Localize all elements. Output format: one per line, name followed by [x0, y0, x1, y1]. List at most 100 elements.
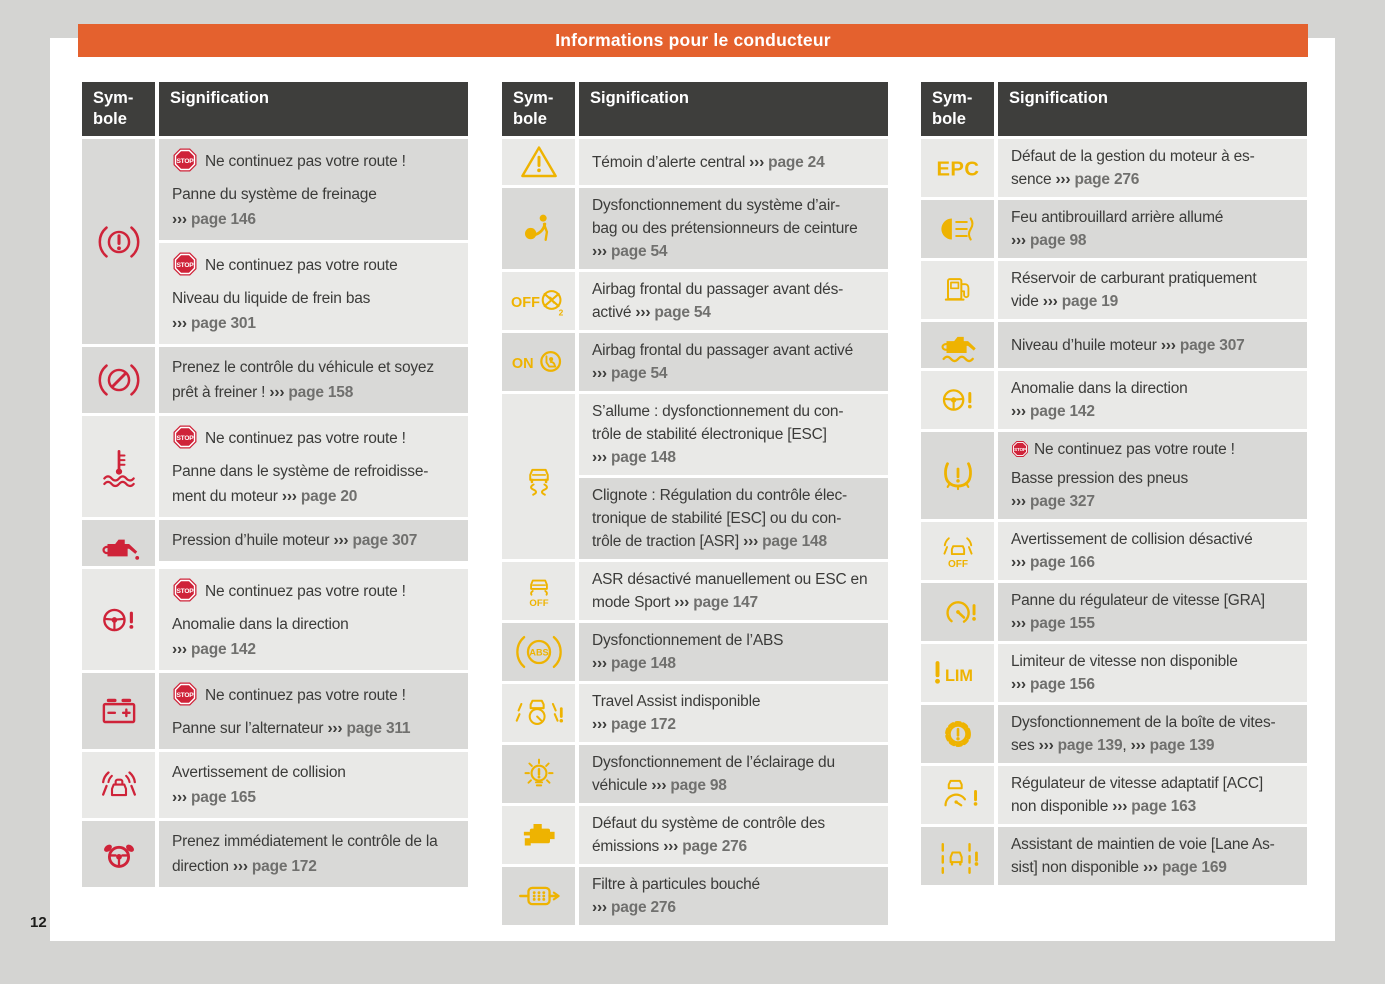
signification-text: Dysfonctionnement de l’éclairage du — [592, 754, 835, 771]
svg-text:STOP: STOP — [176, 158, 194, 165]
triple-chevron-icon: ››› — [592, 449, 611, 466]
signification-cell: Régulateur de vitesse adaptatif [ACC] non… — [998, 766, 1307, 824]
signification-cell: ASR désactivé manuellement ou ESC en mode… — [579, 562, 888, 620]
signification-paragraph: Avertissement de collision ››› page 165 — [172, 760, 462, 810]
signification-paragraph: Témoin d’alerte central ››› page 24 — [592, 151, 882, 174]
signification-cell: Panne du régulateur de vitesse [GRA] ››› … — [998, 583, 1307, 641]
signification-paragraph: Limiteur de vitesse non disponible ››› pa… — [1011, 650, 1301, 696]
table-header: Sym- bole Signification — [82, 82, 468, 136]
signification-paragraph: Régulateur de vitesse adaptatif [ACC] non… — [1011, 772, 1301, 818]
triple-chevron-icon: ››› — [592, 365, 611, 382]
page-reference: ››› page 142 — [172, 641, 256, 658]
signification-paragraph: STOP Ne continuez pas votre route ! — [172, 147, 462, 174]
signification-cell: Limiteur de vitesse non disponible ››› pa… — [998, 644, 1307, 702]
signification-text: Niveau du liquide de frein bas — [172, 290, 371, 307]
table-row: Pression d’huile moteur ››› page 307 — [82, 520, 468, 566]
signification-text: vide — [1011, 293, 1043, 310]
page-ref-label: page 139 — [1057, 737, 1123, 754]
page-banner: Informations pour le conducteur — [78, 24, 1308, 57]
page-reference: ››› page 24 — [749, 153, 825, 171]
battery-icon — [82, 673, 155, 749]
signification-text: Assistant de maintien de voie [Lane As- — [1011, 836, 1275, 853]
triple-chevron-icon: ››› — [651, 777, 671, 794]
signification-paragraph: Assistant de maintien de voie [Lane As-s… — [1011, 833, 1301, 879]
particulate-filter-icon — [502, 867, 575, 925]
page-ref-label: page 54 — [654, 304, 711, 321]
signification-cell: Défaut de la gestion du moteur à es-senc… — [998, 139, 1307, 197]
steering-takeover-icon — [82, 821, 155, 887]
signification-paragraph: Filtre à particules bouché ››› page 276 — [592, 873, 882, 919]
page-reference: ››› page 158 — [269, 384, 353, 401]
signification-text: Basse pression des pneus — [1011, 470, 1189, 487]
brake-intervention-icon — [82, 347, 155, 413]
triple-chevron-icon: ››› — [592, 899, 611, 916]
signification-text: Clignote : Régulation du contrôle élec- — [592, 487, 847, 504]
page-reference: ››› page 98 — [1011, 232, 1087, 249]
page-reference: ››› page 172 — [592, 716, 676, 733]
signification-paragraph: Travel Assist indisponible ››› page 172 — [592, 690, 882, 736]
table-row: EPC Défaut de la gestion du moteur à es-s… — [921, 139, 1307, 197]
signification-paragraph: STOP Ne continuez pas votre route ! — [172, 681, 462, 708]
signification-cell: Dysfonctionnement de la boîte de vites-s… — [998, 705, 1307, 763]
page-reference: ››› page 307 — [333, 532, 417, 549]
table-row: STOP Ne continuez pas votre route ! Panne … — [82, 673, 468, 749]
signification-paragraph: Dysfonctionnement de l’éclairage du véhic… — [592, 751, 882, 797]
signification-text: Défaut du système de contrôle des — [592, 815, 825, 832]
fuel-level-icon — [921, 261, 994, 319]
airbag-on-icon: ON — [502, 333, 575, 391]
table-row: STOP Ne continuez pas votre route ! Anomal… — [82, 569, 468, 670]
speed-limiter-icon: LIM — [921, 644, 994, 702]
signification-text: S’allume : dysfonctionnement du con- — [592, 403, 844, 420]
column-header-symbole: Sym- bole — [921, 82, 994, 136]
page-ref-label: page 54 — [611, 365, 668, 382]
signification-paragraph: Panne du régulateur de vitesse [GRA] ››› … — [1011, 589, 1301, 635]
page-ref-label: page 146 — [191, 211, 256, 228]
steering-warning-icon — [82, 569, 155, 670]
table-row: Dysfonctionnement de la boîte de vites-s… — [921, 705, 1307, 763]
signification-cell: Airbag frontal du passager avant dés-act… — [579, 272, 888, 330]
signification-text: Dysfonctionnement de la boîte de vites- — [1011, 714, 1276, 731]
signification-text: Anomalie dans la direction — [1011, 380, 1188, 397]
page-reference: ››› page 327 — [1011, 493, 1095, 510]
signification-cell: STOP Ne continuez pas votre route ! Basse … — [998, 432, 1307, 519]
triple-chevron-icon: ››› — [232, 858, 252, 875]
page-reference: ››› page 139 — [1039, 737, 1123, 754]
page-reference: ››› page 166 — [1011, 554, 1095, 571]
triple-chevron-icon: ››› — [1160, 336, 1180, 354]
stop-icon: STOP — [1011, 440, 1029, 458]
page-ref-label: page 24 — [768, 153, 825, 171]
table-row: Travel Assist indisponible ››› page 172 — [502, 684, 888, 742]
signification-paragraph: Défaut de la gestion du moteur à es-senc… — [1011, 145, 1301, 191]
svg-text:STOP: STOP — [176, 588, 194, 595]
stop-icon: STOP — [172, 577, 198, 603]
stop-icon: STOP — [172, 681, 198, 707]
triple-chevron-icon: ››› — [1011, 232, 1030, 249]
table-row: Prenez le contrôle du véhicule et soyez p… — [82, 347, 468, 413]
table-row: STOP Ne continuez pas votre route ! Basse … — [921, 432, 1307, 519]
travel-assist-icon — [502, 684, 575, 742]
triple-chevron-icon: ››› — [749, 153, 769, 171]
signification-cell: Prenez le contrôle du véhicule et soyez p… — [159, 347, 468, 413]
signification-text: ment du moteur — [172, 488, 282, 505]
triple-chevron-icon: ››› — [635, 304, 655, 321]
warning-symbols-table-red: Sym- bole Signification STOP Ne continuez… — [82, 82, 468, 890]
check-engine-icon — [502, 806, 575, 864]
signification-text: Ne continuez pas votre route ! — [1034, 441, 1235, 458]
signification-cell: STOP Ne continuez pas votre route ! Panne … — [159, 673, 468, 749]
page-ref-label: page 276 — [611, 899, 676, 916]
lane-assist-icon — [921, 827, 994, 885]
table-row: Feu antibrouillard arrière allumé ››› pag… — [921, 200, 1307, 258]
table-row: Niveau d’huile moteur ››› page 307 — [921, 322, 1307, 368]
triple-chevron-icon: ››› — [1042, 293, 1062, 310]
signification-text: Ne continuez pas votre route ! — [205, 687, 406, 704]
triple-chevron-icon: ››› — [1130, 737, 1150, 754]
page-reference: ››› page 54 — [635, 304, 711, 321]
signification-cell: Pression d’huile moteur ››› page 307 — [159, 520, 468, 561]
signification-text: Prenez le contrôle du véhicule et soyez — [172, 359, 434, 376]
triple-chevron-icon: ››› — [172, 211, 191, 228]
page-reference: ››› page 54 — [592, 365, 668, 382]
page-ref-label: page 276 — [1074, 171, 1140, 188]
table-row: OFF 2 Airbag frontal du passager avant dés… — [502, 272, 888, 330]
esc-off-icon: OFF — [502, 562, 575, 620]
